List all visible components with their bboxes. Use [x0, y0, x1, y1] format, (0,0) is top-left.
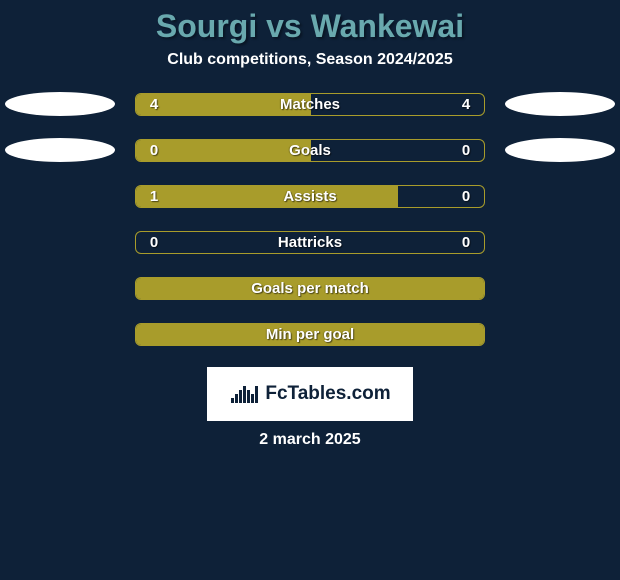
right-oval	[505, 92, 615, 116]
stat-bar-left-value: 4	[142, 94, 166, 115]
stat-bar: Matches44	[135, 93, 485, 116]
barchart-icon	[229, 383, 259, 405]
logo-inner: FcTables.com	[229, 383, 390, 405]
logo-text: FcTables.com	[265, 383, 390, 405]
stat-row: Matches44	[0, 91, 620, 117]
stat-bar: Assists10	[135, 185, 485, 208]
stat-bar-left-value: 0	[142, 232, 166, 253]
stat-bar-left-seg	[136, 186, 397, 207]
stat-bar-left-value: 0	[142, 140, 166, 161]
stat-row: Goals per match	[0, 275, 620, 301]
left-oval	[5, 138, 115, 162]
stats-rows-container: Matches44Goals00Assists10Hattricks00Goal…	[0, 91, 620, 347]
stat-bar-right-value: 4	[454, 94, 478, 115]
page-title: Sourgi vs Wankewai	[0, 0, 620, 51]
stat-bar-right-value: 0	[454, 232, 478, 253]
stat-bar-right-value: 0	[454, 186, 478, 207]
stat-bar-right-value: 0	[454, 140, 478, 161]
stat-bar: Hattricks0 0	[135, 231, 485, 254]
footer-date: 2 march 2025	[0, 431, 620, 449]
stat-row: Goals00	[0, 137, 620, 163]
page-subtitle: Club competitions, Season 2024/2025	[0, 51, 620, 69]
logo-box: FcTables.com	[207, 367, 413, 421]
stat-row: Assists10	[0, 183, 620, 209]
stat-bar: Min per goal	[135, 323, 485, 346]
stat-bar: Goals per match	[135, 277, 485, 300]
stat-bar-label: Hattricks	[136, 232, 484, 253]
stat-bar: Goals00	[135, 139, 485, 162]
right-oval	[505, 138, 615, 162]
stat-row: Min per goal	[0, 321, 620, 347]
left-oval	[5, 92, 115, 116]
stat-row: Hattricks0 0	[0, 229, 620, 255]
stat-bar-left-seg	[136, 324, 484, 345]
stat-bar-left-seg	[136, 278, 484, 299]
page: Sourgi vs Wankewai Club competitions, Se…	[0, 0, 620, 580]
stat-bar-left-value: 1	[142, 186, 166, 207]
